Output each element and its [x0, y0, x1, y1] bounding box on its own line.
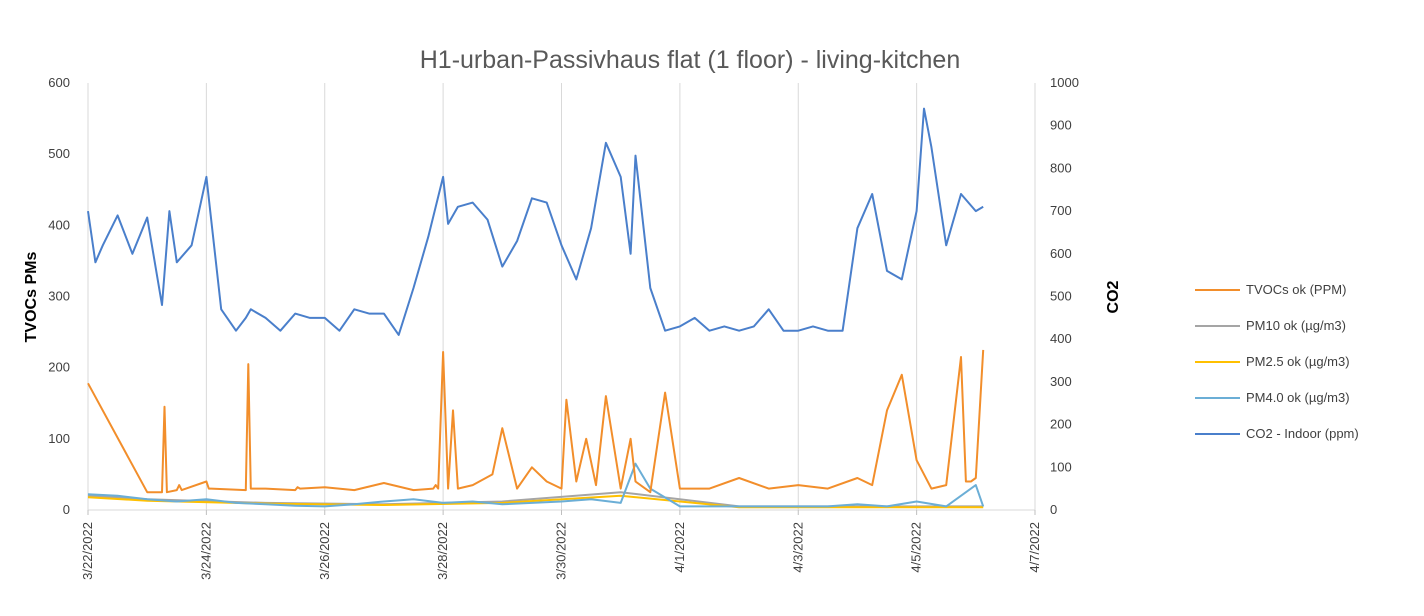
right-y-tick-label: 200 [1050, 417, 1072, 432]
right-axis-title: CO2 [1105, 280, 1122, 313]
x-tick-label: 4/5/2022 [909, 522, 924, 573]
right-y-tick-label: 600 [1050, 246, 1072, 261]
x-tick-label: 3/26/2022 [317, 522, 332, 580]
chart-title: H1-urban-Passivhaus flat (1 floor) - liv… [420, 46, 961, 74]
left-y-tick-label: 200 [48, 360, 70, 375]
legend-label: PM10 ok (µg/m3) [1246, 318, 1346, 333]
legend-label: PM4.0 ok (µg/m3) [1246, 390, 1350, 405]
x-tick-label: 3/28/2022 [435, 522, 450, 580]
x-tick-label: 4/1/2022 [672, 522, 687, 573]
legend-label: PM2.5 ok (µg/m3) [1246, 354, 1350, 369]
series-line-tvocs [87, 349, 985, 494]
left-y-tick-label: 400 [48, 217, 70, 232]
left-y-tick-label: 500 [48, 146, 70, 161]
left-axis-title: TVOCs PMs [23, 252, 40, 343]
x-tick-label: 3/30/2022 [554, 522, 569, 580]
x-tick-label: 4/3/2022 [790, 522, 805, 573]
right-y-tick-label: 700 [1050, 203, 1072, 218]
left-y-tick-label: 300 [48, 289, 70, 304]
series-line-co2 [87, 107, 984, 336]
legend: TVOCs ok (PPM) PM10 ok (µg/m3) PM2.5 ok (µ… [1195, 282, 1359, 441]
left-y-tick-label: 100 [48, 431, 70, 446]
right-y-tick-label: 900 [1050, 118, 1072, 133]
left-y-tick-label: 600 [48, 75, 70, 90]
x-tick-label: 3/22/2022 [80, 522, 95, 580]
right-y-tick-label: 800 [1050, 160, 1072, 175]
right-y-tick-label: 400 [1050, 331, 1072, 346]
right-y-tick-label: 500 [1050, 289, 1072, 304]
right-y-tick-label: 1000 [1050, 75, 1079, 90]
legend-label: CO2 - Indoor (ppm) [1246, 426, 1359, 441]
right-y-tick-label: 100 [1050, 459, 1072, 474]
left-y-axis: 0 100 200 300 400 500 600 [48, 75, 70, 517]
legend-label: TVOCs ok (PPM) [1246, 282, 1346, 297]
series-line-pm40 [87, 462, 985, 508]
left-y-tick-label: 0 [63, 502, 70, 517]
right-y-axis: 0 100 200 300 400 500 600 700 800 900 1000 [1050, 75, 1079, 517]
x-tick-label: 4/7/2022 [1027, 522, 1042, 573]
gridlines [205, 83, 918, 510]
series-lines [87, 107, 985, 509]
right-y-tick-label: 0 [1050, 502, 1057, 517]
x-axis: 3/22/2022 3/24/2022 3/26/2022 3/28/2022 3/30… [80, 510, 1042, 580]
x-tick-label: 3/24/2022 [198, 522, 213, 580]
right-y-tick-label: 300 [1050, 374, 1072, 389]
